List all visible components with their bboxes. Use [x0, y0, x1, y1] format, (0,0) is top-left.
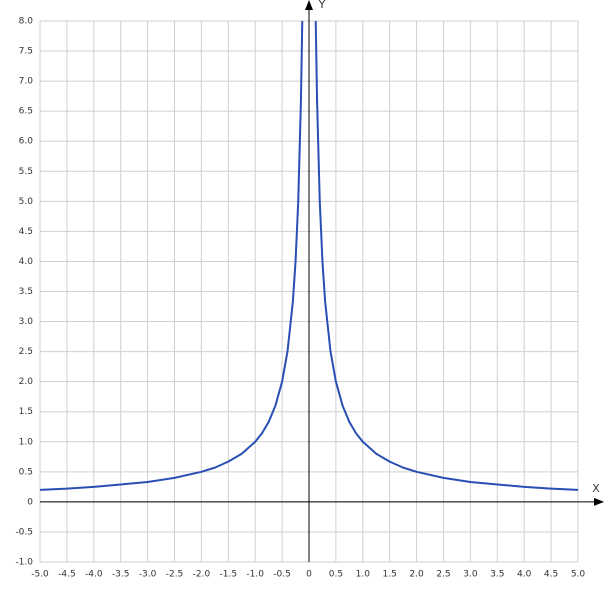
- x-tick-label: -3.0: [139, 570, 157, 580]
- y-tick-label: 0.5: [19, 467, 33, 477]
- x-tick-label: 0.5: [329, 570, 343, 580]
- x-tick-label: 4.5: [544, 570, 558, 580]
- x-tick-label: 4.0: [517, 570, 532, 580]
- x-axis-label: X: [592, 482, 600, 495]
- curve: [39, 20, 579, 491]
- x-tick-label: 3.0: [463, 570, 478, 580]
- y-tick-label: 3.0: [19, 317, 34, 327]
- y-tick-label: 1.5: [19, 407, 33, 417]
- x-tick-label: 1.5: [383, 570, 397, 580]
- y-tick-label: 4.0: [19, 257, 34, 267]
- x-tick-label: -4.5: [58, 570, 76, 580]
- x-tick-label: -3.5: [112, 570, 130, 580]
- x-tick-label: -4.0: [85, 570, 103, 580]
- y-tick-label: 4.5: [19, 227, 33, 237]
- x-tick-label: -5.0: [31, 570, 49, 580]
- x-tick-label: -1.5: [220, 570, 238, 580]
- y-tick-label: 8.0: [19, 17, 34, 27]
- y-axis-label: Y: [318, 0, 326, 11]
- y-tick-label: -0.5: [15, 527, 33, 537]
- y-tick-label: 2.0: [19, 377, 34, 387]
- x-tick-label: 2.0: [409, 570, 424, 580]
- y-tick-label: 2.5: [19, 347, 33, 357]
- y-tick-label: 0: [27, 497, 33, 507]
- x-tick-label: 3.5: [490, 570, 504, 580]
- x-tick-label: 0: [306, 570, 312, 580]
- y-tick-label: 5.5: [19, 167, 33, 177]
- x-tick-label: 2.5: [436, 570, 450, 580]
- y-tick-label: 5.0: [19, 197, 34, 207]
- y-tick-label: 6.0: [19, 137, 34, 147]
- y-tick-label: 3.5: [19, 287, 33, 297]
- x-tick-label: 1.0: [356, 570, 371, 580]
- y-tick-label: -1.0: [15, 558, 33, 568]
- y-tick-label: 7.0: [19, 77, 34, 87]
- x-tick-label: -2.0: [193, 570, 211, 580]
- y-tick-label: 6.5: [19, 107, 33, 117]
- y-tick-label: 7.5: [19, 47, 33, 57]
- x-tick-label: -0.5: [273, 570, 291, 580]
- y-tick-label: 1.0: [19, 437, 34, 447]
- x-tick-label: -1.0: [246, 570, 264, 580]
- x-tick-label: -2.5: [166, 570, 184, 580]
- x-tick-label: 5.0: [571, 570, 586, 580]
